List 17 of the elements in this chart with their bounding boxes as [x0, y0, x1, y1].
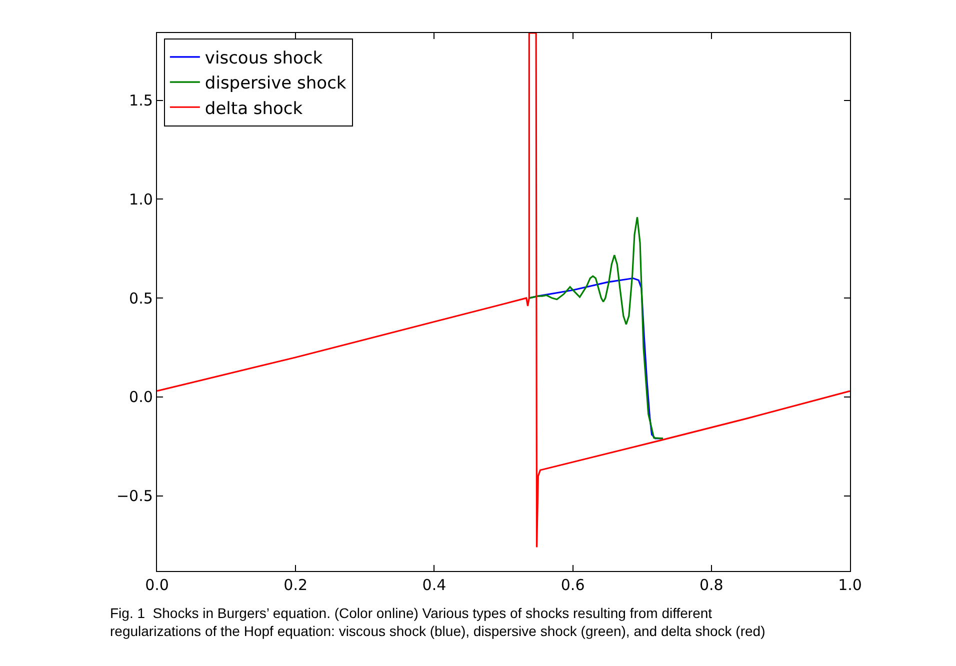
x-tick-label: 0.2 [284, 576, 308, 594]
x-tick-label: 0.8 [699, 576, 724, 594]
y-tick-label: 1.5 [129, 92, 153, 110]
x-tick-label: 0.4 [422, 576, 446, 594]
x-tick-label: 1.0 [838, 576, 862, 594]
x-tick-label: 0.6 [560, 576, 585, 594]
y-tick-label: −0.5 [116, 487, 153, 506]
x-tick-label: 0.0 [145, 576, 169, 594]
line-series [528, 216, 664, 440]
legend-label: delta shock [204, 98, 303, 119]
legend-label: dispersive shock [204, 74, 346, 94]
y-tick-label: 0.0 [129, 388, 153, 406]
line-series [157, 33, 850, 548]
legend-label: viscous shock [204, 48, 323, 69]
y-tick-label: 0.5 [129, 289, 153, 308]
caption: Fig. 1 Shocks in Burgers’ equation. (Color online) Various types of shocks resulting from different regularizations of the Hopf equation: viscous shock (blue), dispersive shock (green), and delta shock (red) [110, 605, 766, 640]
y-tick-label: 1.0 [129, 190, 153, 208]
